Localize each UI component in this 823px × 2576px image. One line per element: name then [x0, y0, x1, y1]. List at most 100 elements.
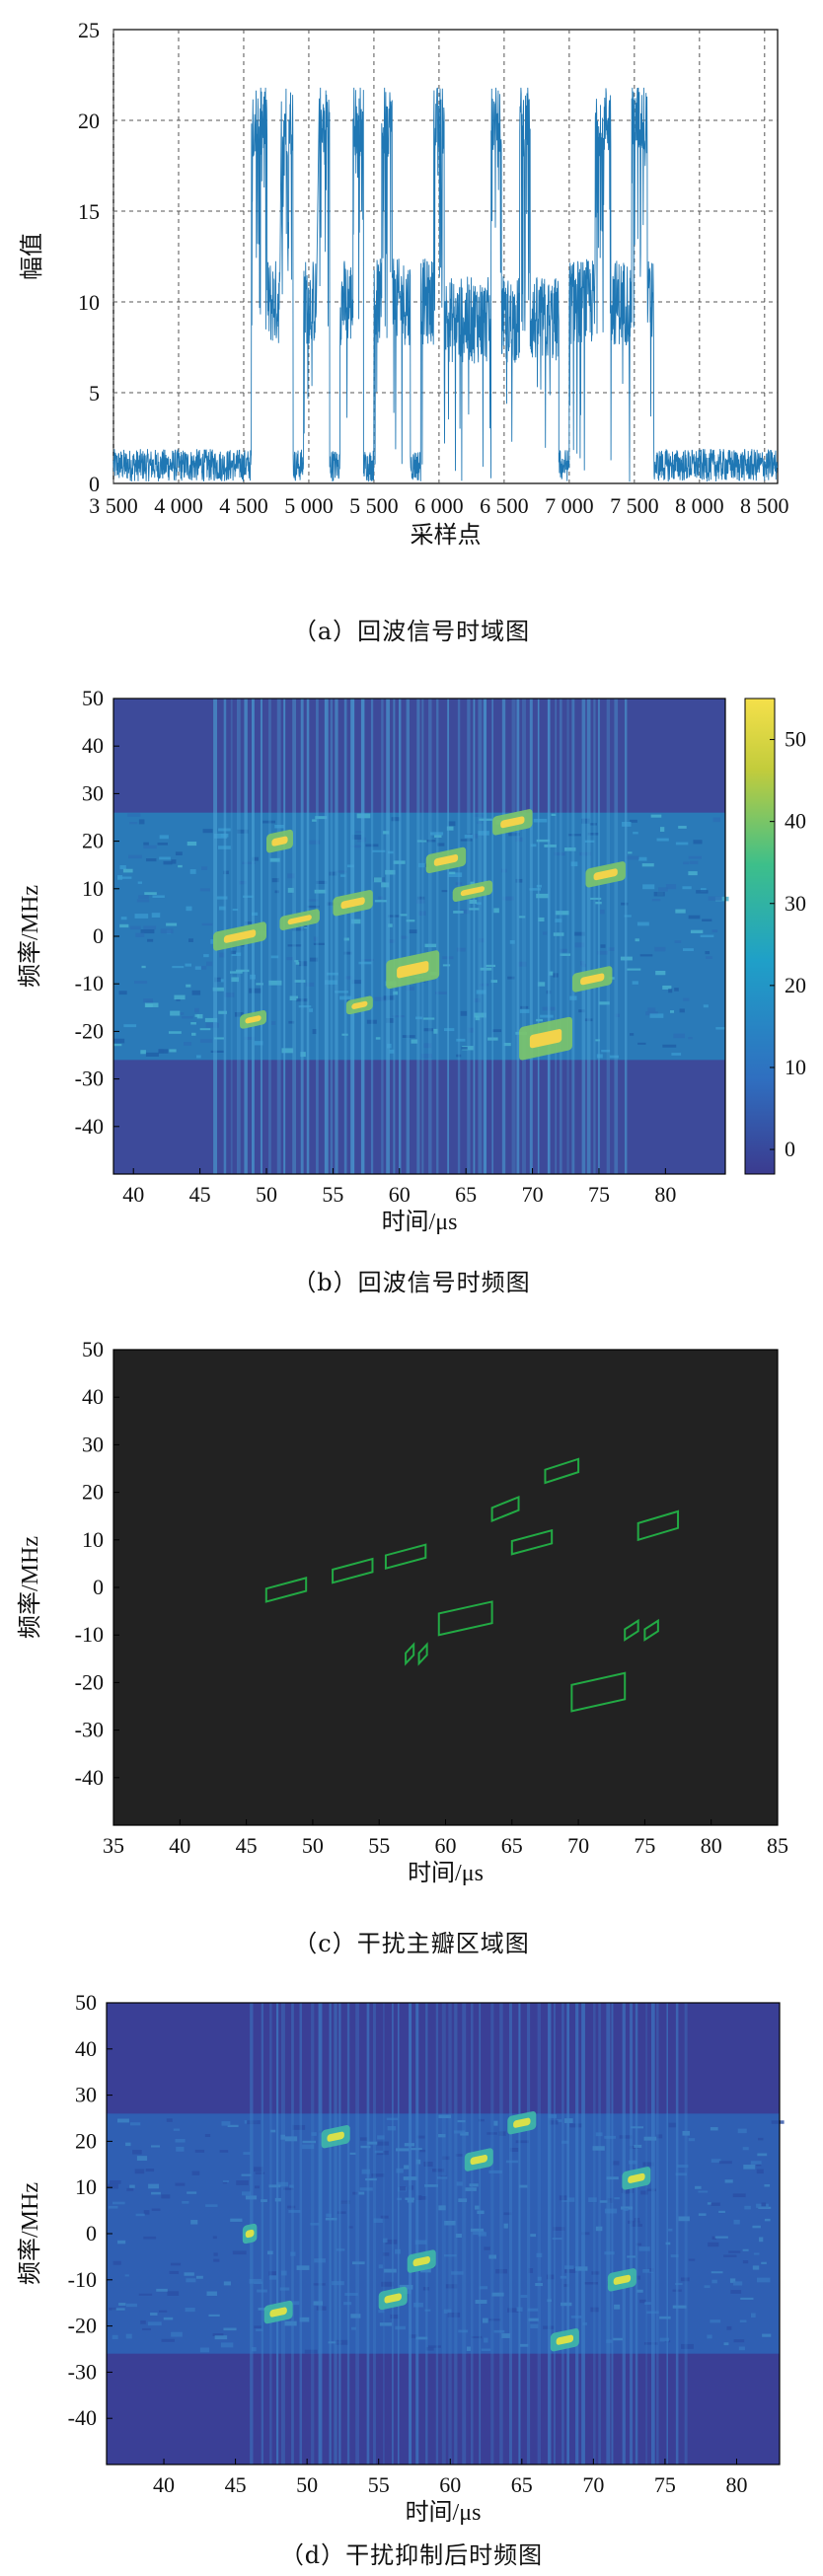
x-tick-label: 75 [654, 2472, 676, 2497]
noise-speck [332, 2281, 344, 2286]
noise-speck [609, 1055, 619, 1059]
noise-speck [188, 938, 193, 942]
noise-speck [161, 2338, 175, 2342]
noise-speck [416, 2195, 422, 2200]
noise-speck [493, 2120, 498, 2126]
noise-speck [466, 2346, 471, 2351]
noise-speck [135, 2213, 145, 2217]
noise-speck [194, 1007, 199, 1013]
noise-speck [327, 972, 338, 976]
noise-speck [390, 2314, 400, 2319]
noise-speck [232, 908, 239, 912]
noise-speck [549, 2120, 559, 2125]
noise-speck [143, 845, 157, 849]
noise-speck [538, 917, 545, 922]
noise-speck [411, 1039, 418, 1044]
signal-stripe [566, 2003, 569, 2465]
noise-speck [456, 2181, 463, 2186]
y-tick-label: -20 [68, 2314, 97, 2338]
noise-speck [306, 982, 315, 987]
x-tick-label: 40 [169, 1833, 190, 1858]
signal-stripe [548, 2003, 552, 2465]
signal-stripe [555, 699, 557, 1174]
x-tick-label: 45 [189, 1182, 211, 1207]
mainlobe-region [510, 1528, 554, 1556]
noise-speck [675, 842, 689, 846]
signal-stripes [250, 2003, 688, 2465]
noise-speck [295, 962, 301, 965]
x-tick-label: 4 500 [219, 493, 268, 518]
noise-speck [473, 998, 481, 1002]
noise-speck [351, 2261, 365, 2265]
signal-stripe [611, 2003, 614, 2465]
noise-speck [654, 946, 666, 952]
noise-speck [237, 829, 249, 834]
noise-speck [470, 881, 475, 887]
signal-stripe [684, 2003, 688, 2465]
noise-speck [707, 2334, 712, 2339]
noise-speck [764, 2218, 771, 2222]
noise-speck [137, 881, 142, 884]
signal-stripe [597, 699, 600, 1174]
noise-speck [739, 2319, 747, 2323]
y-tick-label: -10 [75, 971, 104, 995]
noise-speck [386, 1017, 395, 1023]
interference-core [269, 2307, 287, 2318]
echo-tf-heatmap: 40 45 50 55 60 65 70 75 80 50 40 30 20 10 0 -10 -20 -30 -4… [17, 686, 806, 1235]
noise-speck [281, 1048, 294, 1054]
noise-speck [400, 914, 408, 917]
noise-speck [462, 1046, 474, 1051]
noise-speck [349, 2152, 356, 2155]
noise-speck [243, 2152, 251, 2155]
noise-speck [117, 874, 123, 880]
noise-speck [382, 2252, 390, 2256]
noise-speck [422, 1017, 435, 1020]
noise-speck [416, 2135, 425, 2139]
signal-stripe [324, 699, 329, 1174]
x-tick-label: 5 500 [349, 493, 399, 518]
interference-core [287, 915, 312, 925]
noise-speck [607, 2198, 614, 2203]
signal-stripe [516, 699, 520, 1174]
noise-speck [125, 2142, 131, 2147]
signal-stripe [645, 2003, 648, 2465]
noise-speck [420, 1054, 432, 1059]
noise-speck [377, 2141, 390, 2146]
y-tick-label: 25 [78, 18, 100, 42]
signal-stripe [581, 2003, 585, 2465]
noise-speck [460, 839, 473, 842]
y-tick-label: 15 [78, 199, 100, 224]
y-tick-label: 30 [82, 780, 104, 805]
noise-speck [122, 868, 133, 873]
x-tick-label: 80 [725, 2472, 747, 2497]
noise-speck [464, 835, 474, 839]
noise-speck [312, 1029, 317, 1035]
noise-speck [436, 843, 445, 846]
noise-speck [326, 2213, 332, 2218]
noise-speck [690, 929, 704, 933]
noise-speck [705, 951, 711, 955]
noise-speck [401, 935, 409, 939]
noise-speck [573, 931, 585, 936]
noise-speck [138, 2293, 153, 2296]
noise-speck [732, 2193, 746, 2198]
signal-stripe [547, 699, 551, 1174]
noise-speck [112, 2260, 121, 2265]
noise-speck [448, 872, 463, 878]
signal-stripe [311, 2003, 315, 2465]
noise-speck [147, 938, 154, 942]
panel-b: 40 45 50 55 60 65 70 75 80 50 40 30 20 10 0 -10 -20 -30 -4… [0, 661, 823, 1312]
noise-speck [651, 898, 661, 902]
signal-stripe [334, 2003, 337, 2465]
noise-speck [176, 997, 181, 1001]
noise-speck [508, 833, 520, 837]
noise-speck [256, 983, 263, 986]
noise-speck [471, 2335, 483, 2339]
noise-speck [669, 1010, 675, 1013]
noise-speck [378, 896, 383, 900]
mainlobe-region [624, 1618, 639, 1642]
noise-speck [416, 896, 425, 901]
noise-speck [274, 890, 279, 894]
noise-speck [138, 895, 149, 899]
noise-speck [444, 2220, 456, 2226]
